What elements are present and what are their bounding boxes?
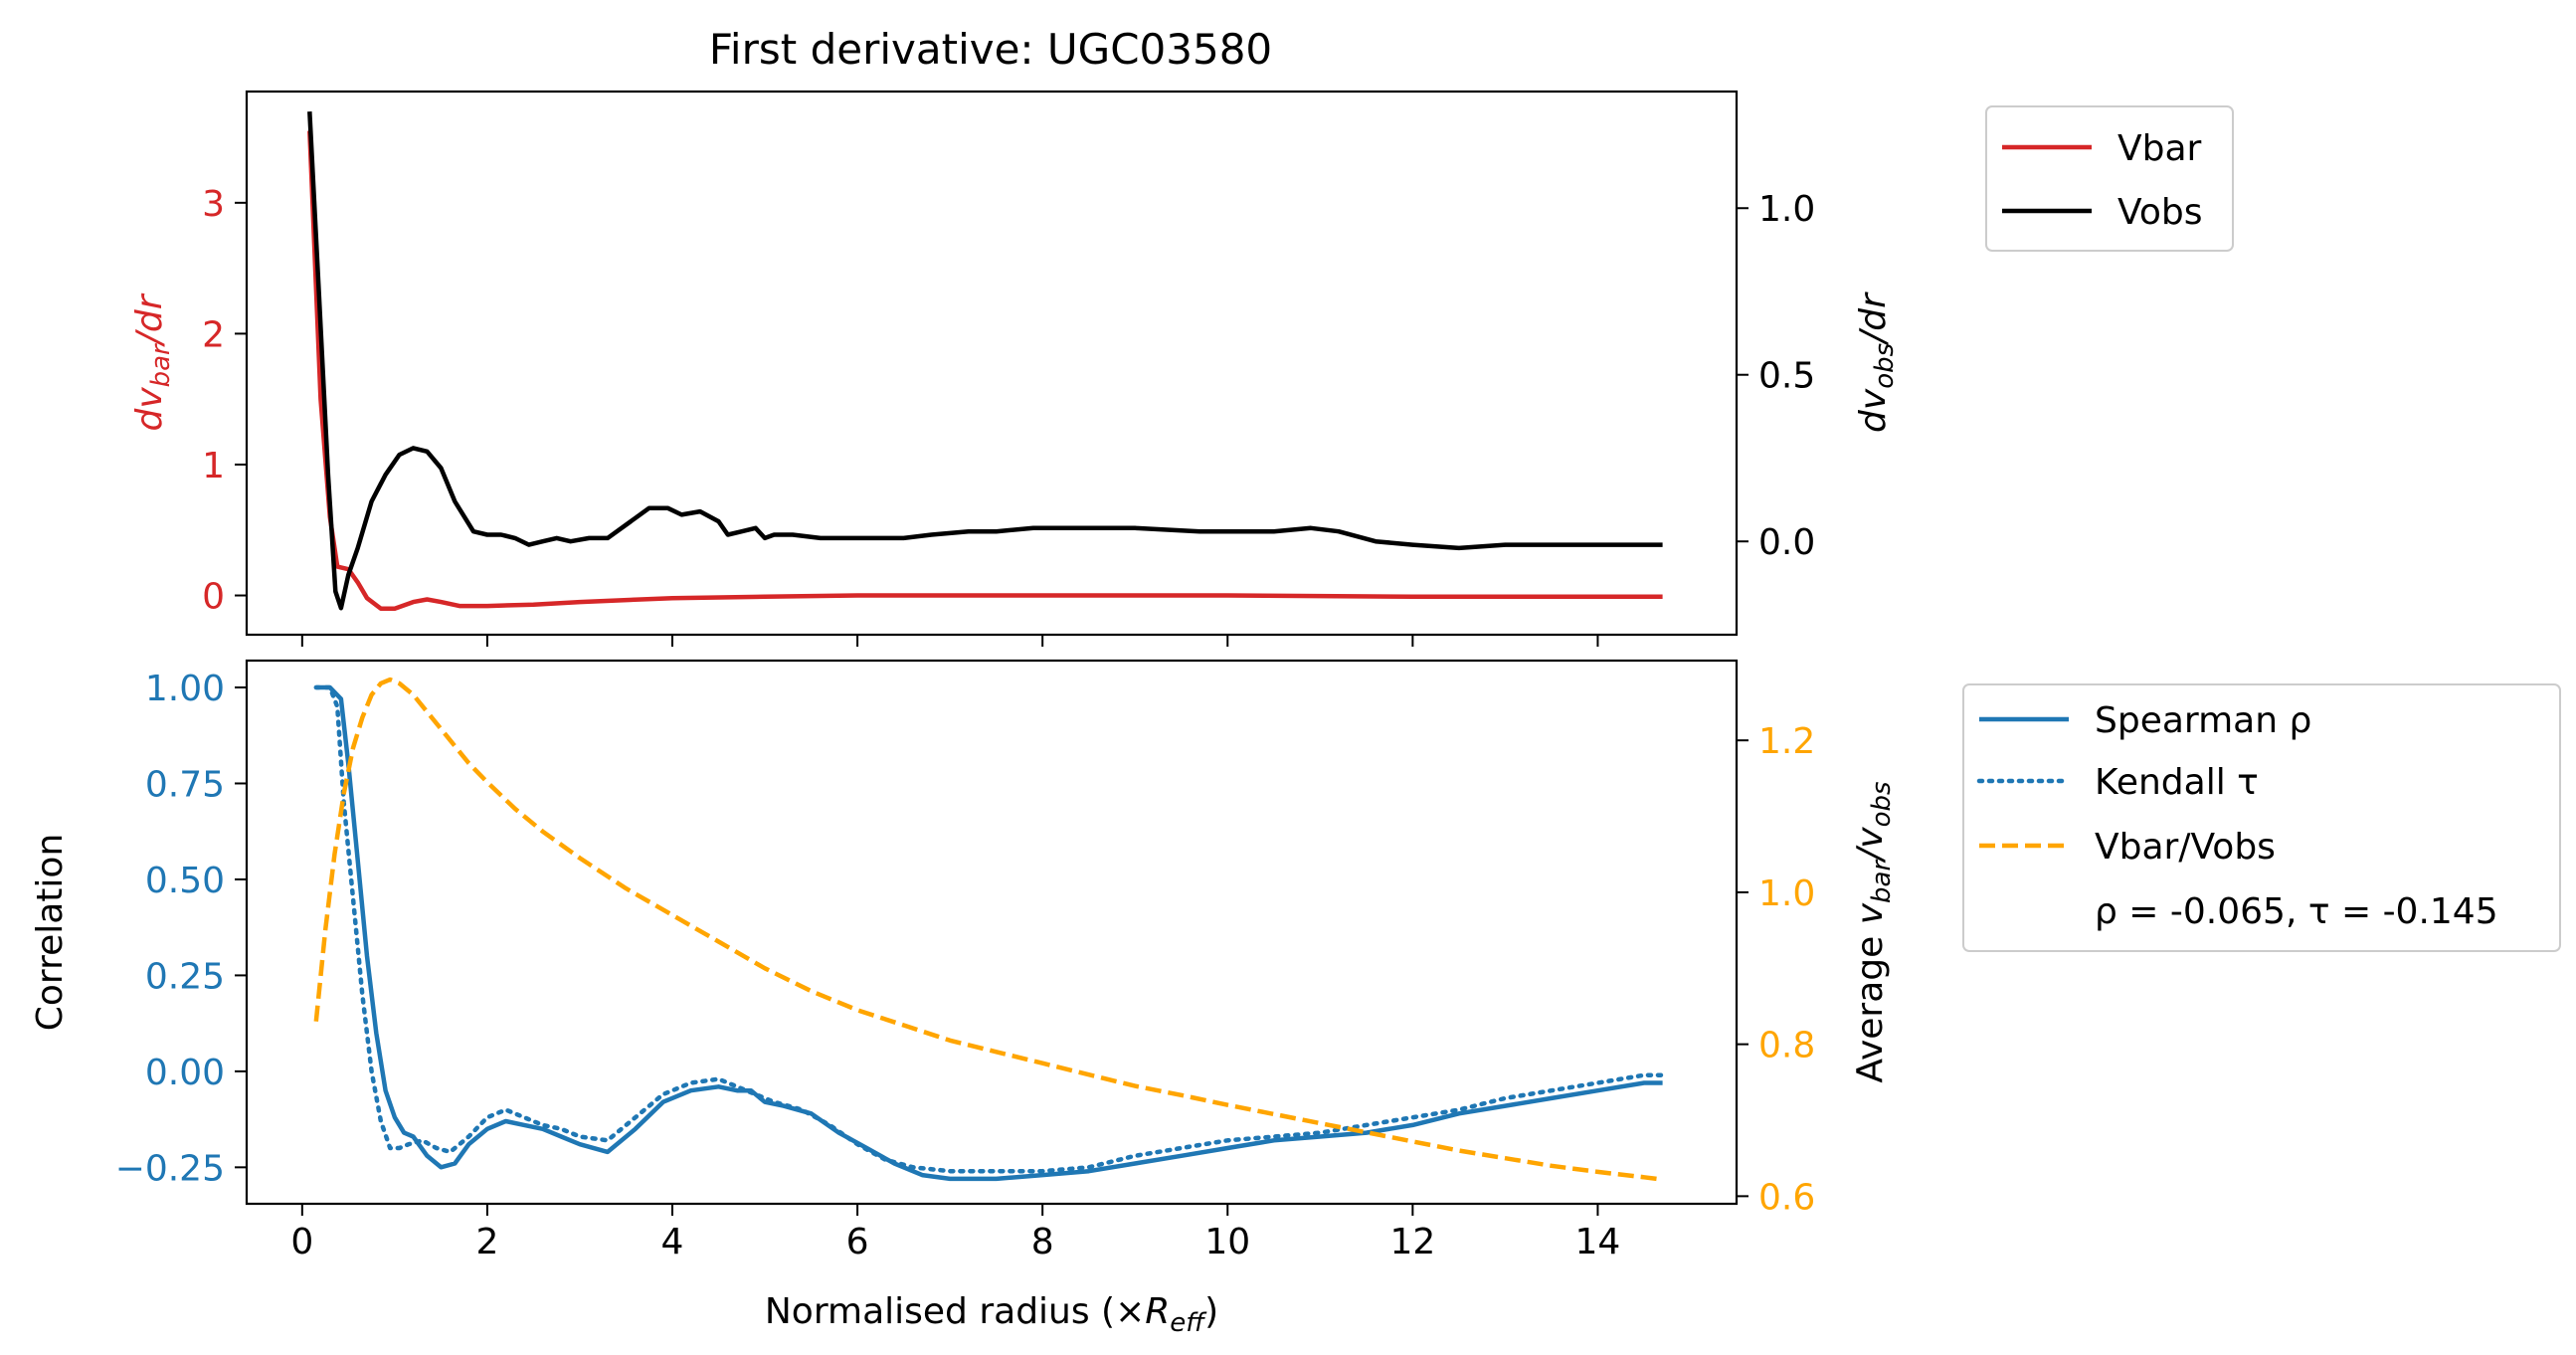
x-tick-label: 2	[475, 1222, 498, 1262]
top-left-y-tick-label: 0	[202, 577, 225, 618]
top-right-y-tick-label: 0.0	[1758, 522, 1815, 563]
bottom-plot-frame	[245, 659, 1739, 1206]
x-tick-label: 10	[1204, 1222, 1250, 1262]
bottom-series-group	[313, 677, 1665, 1182]
bottom-left-y-tick-label: 0.00	[145, 1053, 225, 1093]
bottom-legend: Spearman ρ Kendall τ Vbar/Vobs ρ = -0.06…	[1962, 683, 2561, 952]
bottom-xlabel: Normalised radius (×Reff)	[765, 1291, 1218, 1338]
top-right-y-tick-label: 1.0	[1758, 189, 1815, 230]
top-plot-frame	[245, 90, 1739, 637]
top-right-ylabel: dvobs/dr	[1853, 291, 1900, 433]
x-tick-label: 4	[661, 1222, 684, 1262]
bottom-right-y-tick-label: 1.2	[1758, 721, 1815, 762]
series-line-vbar-vobs	[313, 677, 1663, 1182]
top-left-ylabel: dvbar/dr	[129, 292, 176, 431]
bottom-left-y-tick-label: 0.25	[145, 956, 225, 997]
legend-vobs-label: Vobs	[2117, 192, 2202, 233]
x-tick-label: 14	[1575, 1222, 1621, 1262]
series-line-vbar	[307, 130, 1663, 611]
bottom-right-y-tick-label: 1.0	[1758, 873, 1815, 914]
top-right-y-tick-label: 0.5	[1758, 356, 1815, 397]
series-line-spearman	[315, 684, 1663, 1182]
x-tick-label: 0	[290, 1222, 313, 1262]
bottom-ticks-group: 0 2 4 6 8 10 12 14 1.00 0.75 0.50 0.25 0.00 −0.25 1.2 1…	[115, 669, 1816, 1262]
top-left-y-tick-label: 2	[202, 314, 225, 355]
x-tick-label: 12	[1389, 1222, 1435, 1262]
chart-title: First derivative: UGC03580	[709, 25, 1272, 74]
series-line-kendall	[313, 684, 1665, 1174]
x-tick-label: 6	[846, 1222, 869, 1262]
top-series-group	[307, 110, 1663, 611]
bottom-left-ylabel: Correlation	[30, 834, 71, 1032]
bottom-right-ylabel: Average vbar/vobs	[1850, 781, 1897, 1082]
bottom-right-y-tick-label: 0.8	[1758, 1026, 1815, 1066]
series-line-vobs	[307, 110, 1663, 611]
bottom-left-y-tick-label: 0.75	[145, 764, 225, 805]
bottom-left-y-tick-label: 1.00	[145, 669, 225, 709]
bottom-legend-box	[1962, 683, 2561, 952]
x-tick-label: 8	[1031, 1222, 1054, 1262]
legend-kendall-label: Kendall τ	[2095, 762, 2259, 803]
bottom-right-y-tick-label: 0.6	[1758, 1177, 1815, 1218]
top-left-y-tick-label: 1	[202, 446, 225, 486]
legend-stats-label: ρ = -0.065, τ = -0.145	[2095, 891, 2498, 932]
top-ticks-group: 0 1 2 3 0.0 0.5 1.0	[202, 184, 1815, 647]
top-panel: 0 1 2 3 0.0 0.5 1.0 dvbar/dr dvobs/dr	[129, 90, 1900, 647]
top-legend: Vbar Vobs	[1985, 105, 2234, 252]
bottom-left-y-tick-label: −0.25	[115, 1148, 225, 1189]
bottom-left-y-tick-label: 0.50	[145, 861, 225, 901]
legend-spearman-label: Spearman ρ	[2095, 700, 2311, 741]
legend-vbar-label: Vbar	[2117, 128, 2202, 169]
bottom-panel: 0 2 4 6 8 10 12 14 1.00 0.75 0.50 0.25 0.00 −0.25 1.2 1…	[30, 659, 1897, 1338]
legend-ratio-label: Vbar/Vobs	[2095, 827, 2276, 868]
top-legend-box	[1985, 105, 2234, 252]
top-left-y-tick-label: 3	[202, 184, 225, 225]
